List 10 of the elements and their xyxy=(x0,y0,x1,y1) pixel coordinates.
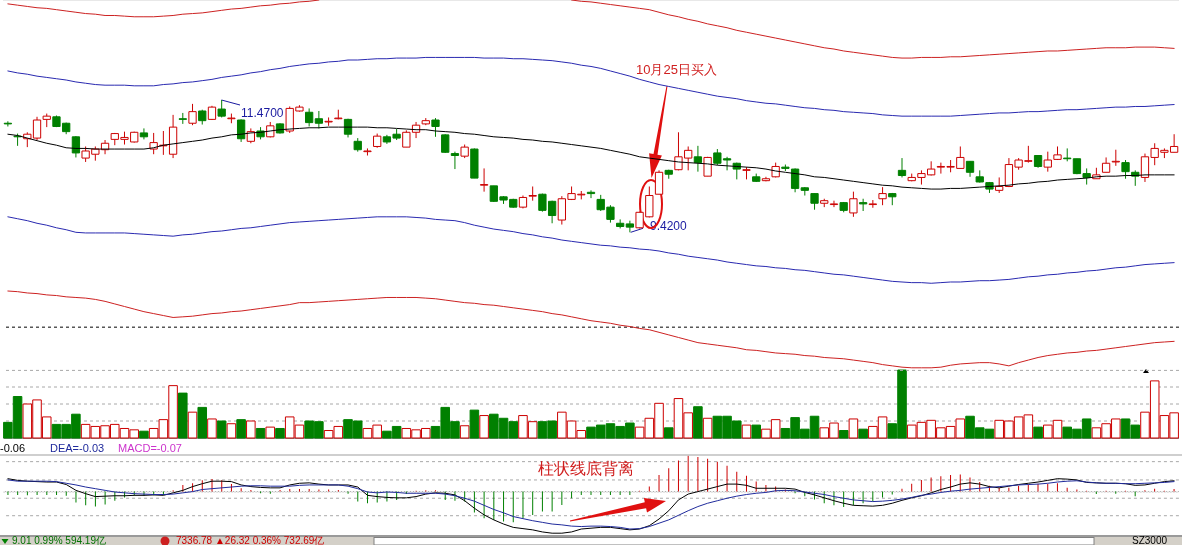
annotation: 9.4200 xyxy=(650,219,688,233)
text: DEA=-0.03 xyxy=(50,442,105,454)
text: -0.06 xyxy=(0,442,26,454)
annotation: 10月25日买入 xyxy=(636,62,717,77)
text: SZ3000 xyxy=(1132,535,1168,545)
text: 9.01 0.99% 594.19亿 xyxy=(12,535,106,545)
text: 7336.78 ▲26.32 0.36% 732.69亿 xyxy=(176,535,325,545)
text: MACD=-0.07 xyxy=(118,442,182,454)
annotation: 柱状线底背离 xyxy=(538,460,634,477)
annotation: 11.4700 xyxy=(241,106,284,120)
